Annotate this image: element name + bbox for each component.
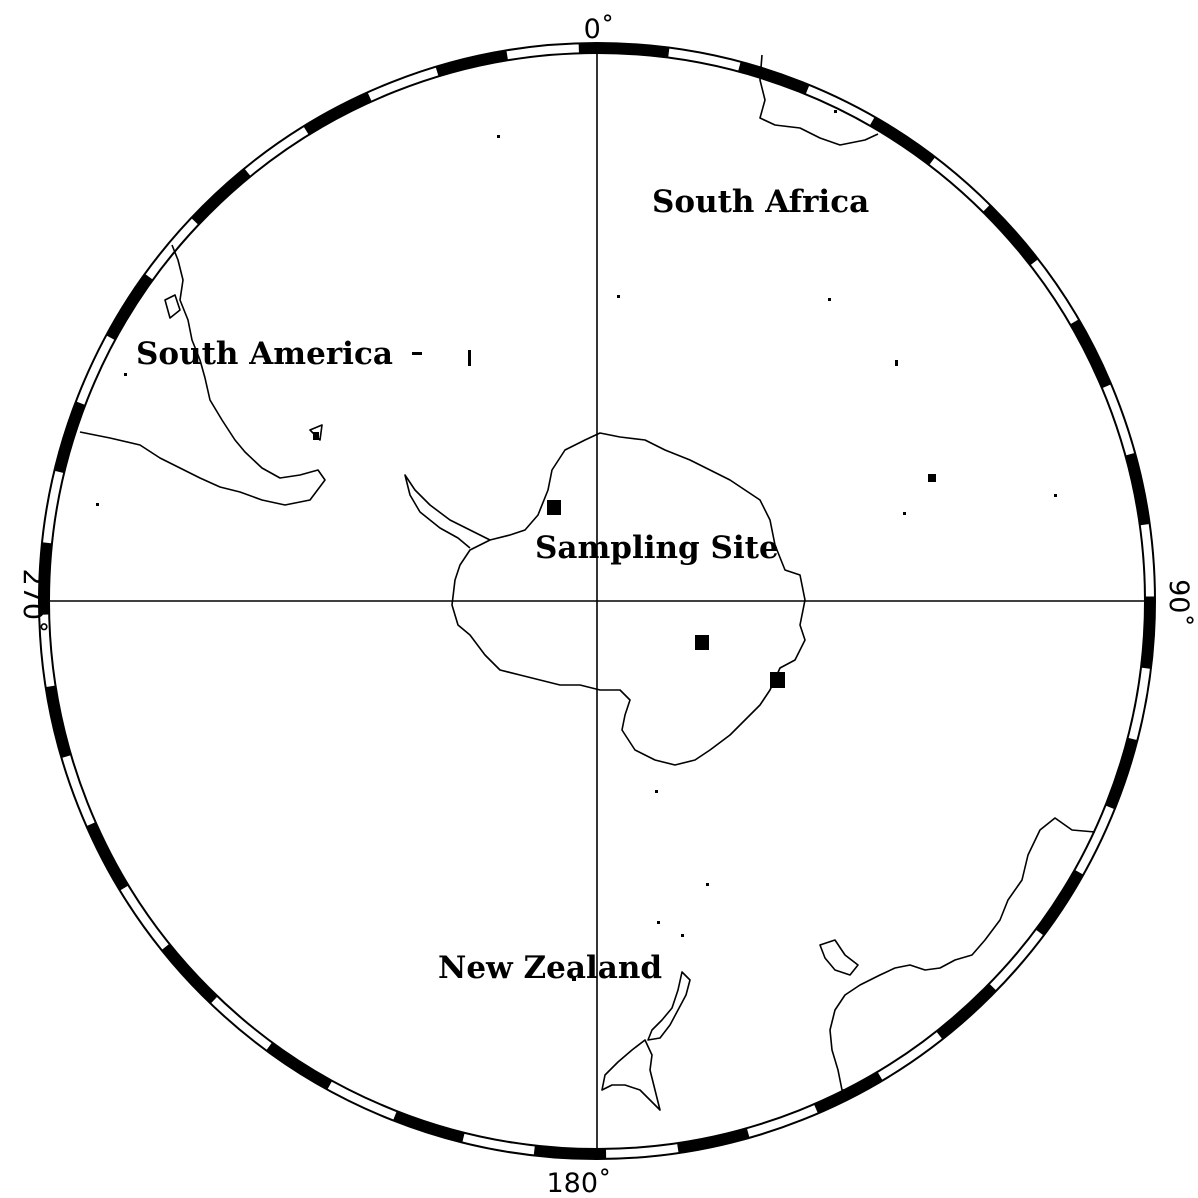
south-america-coastline (79, 244, 326, 506)
south-africa-coastline (759, 54, 879, 146)
lon-label-0: 0˚ (584, 14, 615, 45)
label-south-america: South America (136, 336, 393, 372)
label-south-africa: South Africa (652, 184, 869, 220)
sampling-site-marker (770, 672, 785, 688)
australia-coastline (829, 817, 1096, 1091)
label-sampling-site: Sampling Site (535, 530, 779, 566)
new-zealand-south-island (601, 1039, 661, 1111)
small-islands (96, 110, 1057, 981)
label-new-zealand: New Zealand (438, 950, 662, 986)
sampling-site-marker (547, 500, 561, 515)
antarctic-peninsula (404, 474, 491, 549)
lon-label-180: 180˚ (546, 1168, 611, 1198)
new-zealand-north-island (647, 971, 691, 1041)
sampling-site-marker (695, 635, 709, 650)
antarctica-coastline (451, 432, 806, 766)
lon-label-90: 90˚ (1163, 579, 1194, 627)
tasmania (819, 939, 859, 976)
lon-label-270: 270˚ (17, 568, 48, 633)
